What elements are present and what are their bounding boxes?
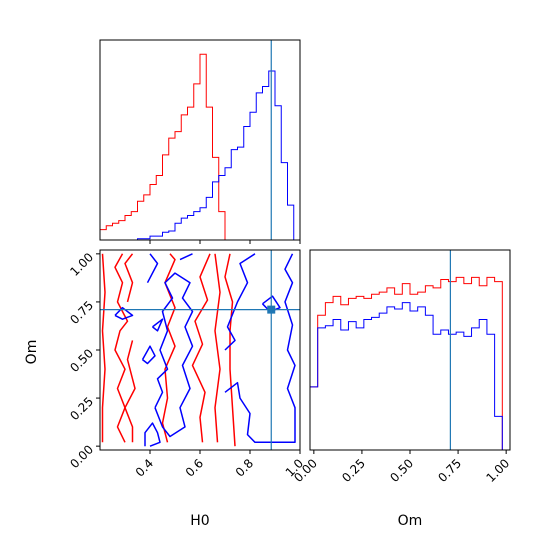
x-axis-label-H0: H0 — [190, 513, 209, 529]
contour-series-1-path-2 — [141, 345, 156, 365]
contour-series-0-path-7 — [224, 253, 236, 447]
H0-histogram-series-1 — [100, 70, 300, 241]
contour-series-1-path-6 — [179, 253, 193, 261]
H0-tick-label-2: 0.8 — [233, 456, 256, 479]
Om-xtick-label-3: 0.75 — [435, 456, 464, 485]
contour-series-0-path-4 — [161, 253, 176, 443]
contour-series-1-path-8 — [224, 253, 296, 444]
y-axis-label-Om: Om — [24, 340, 40, 365]
H0-histogram-panel — [99, 39, 301, 244]
Om-histogram-series-1 — [309, 302, 510, 451]
H0-tick-label-1: 0.6 — [183, 456, 206, 479]
Om-histogram-frame — [309, 249, 511, 451]
H0-Om-contour-panel: 0.4 0.6 0.8 1.00.000.250.500.751.00 — [67, 249, 306, 480]
Om-ytick-label-4: 1.00 — [67, 250, 96, 279]
Om-ytick-label-1: 0.25 — [67, 394, 96, 423]
contour-series-0-path-5 — [191, 253, 211, 443]
Om-xtick-label-1: 0.25 — [339, 456, 368, 485]
contour-lines — [101, 253, 296, 447]
contour-series-1-path-4 — [114, 306, 134, 320]
Om-histogram-panel: 0.00 0.25 0.50 0.75 1.00 — [291, 249, 512, 485]
Om-xtick-label-4: 1.00 — [483, 456, 512, 485]
contour-series-0-path-6 — [214, 253, 221, 443]
Om-ytick-label-0: 0.00 — [67, 442, 96, 471]
x-axis-label-Om: Om — [398, 513, 423, 529]
truth-marker — [267, 305, 276, 314]
contour-series-1-path-5 — [146, 253, 159, 284]
contour-series-0-path-3 — [124, 253, 134, 303]
contour-series-0-path-1 — [114, 253, 129, 443]
contour-series-0-path-0 — [101, 253, 106, 443]
contour-series-1-path-7 — [224, 253, 256, 351]
H0-tick-label-0: 0.4 — [133, 456, 156, 479]
contour-series-1-path-0 — [144, 422, 161, 447]
H0-histogram-series-0 — [99, 53, 300, 241]
Om-xtick-label-2: 0.50 — [387, 456, 416, 485]
Om-ytick-label-3: 0.75 — [67, 298, 96, 327]
contour-series-1-path-3 — [152, 318, 164, 332]
contour-series-0-path-2 — [124, 340, 136, 443]
Om-ytick-label-2: 0.50 — [67, 346, 96, 375]
contour-series-1-path-1 — [154, 272, 194, 438]
Om-histogram-series-0 — [309, 276, 510, 451]
